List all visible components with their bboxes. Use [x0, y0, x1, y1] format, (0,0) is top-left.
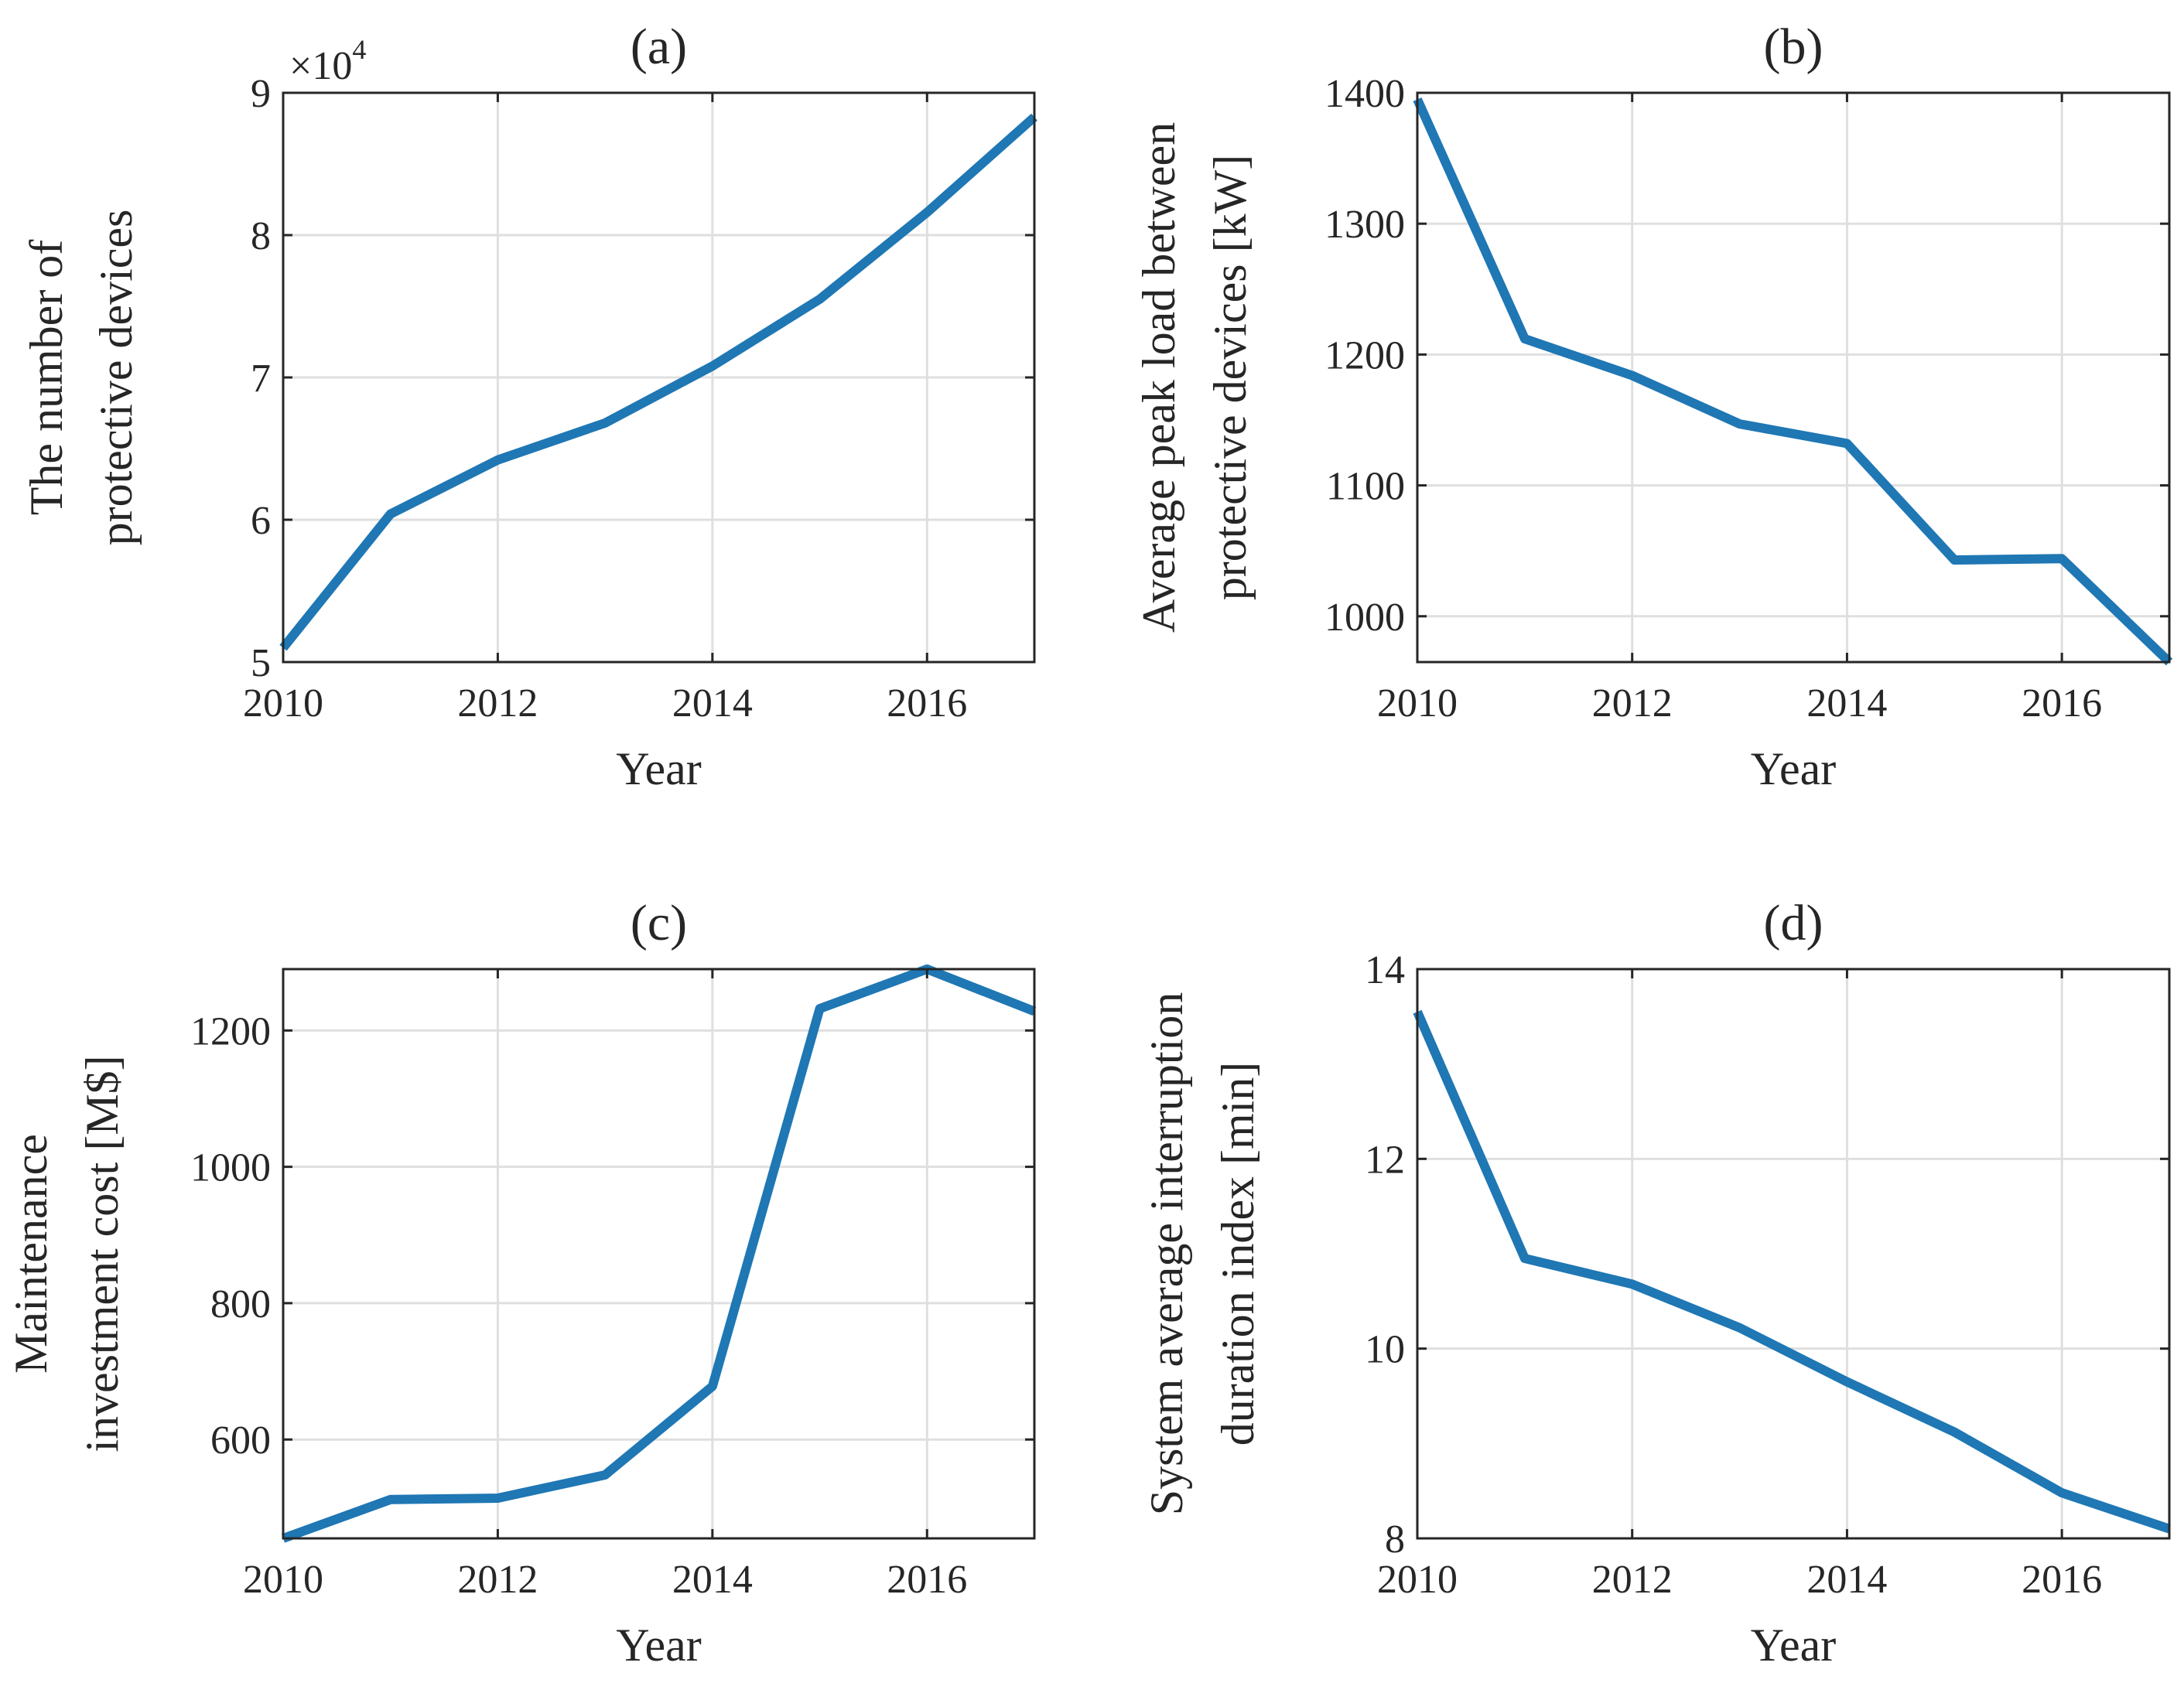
x-tick-label: 2010 — [1377, 1558, 1458, 1602]
series-line — [1413, 1009, 2171, 1534]
x-tick-label: 2016 — [887, 681, 967, 725]
y-axis-label-line: Average peak load between — [1133, 122, 1184, 633]
y-tick-label: 800 — [210, 1282, 271, 1326]
y-axis-label-line: The number of — [21, 240, 72, 516]
y-tick-label: 14 — [1365, 948, 1405, 992]
axes-frame — [282, 968, 1036, 1540]
x-tick-label: 2014 — [1806, 681, 1887, 725]
y-tick-label: 1300 — [1324, 203, 1405, 247]
y-tick-label: 1100 — [1326, 465, 1405, 509]
y-tick-label: 1000 — [190, 1146, 271, 1190]
chart-title: (c) — [631, 895, 687, 951]
x-tick-label: 2014 — [672, 681, 753, 725]
y-axis-label-line: investment cost [M$] — [77, 1055, 128, 1452]
x-tick-label: 2016 — [2022, 1558, 2102, 1602]
x-tick-label: 2014 — [1806, 1558, 1887, 1602]
y-tick-label: 1200 — [190, 1009, 271, 1053]
y-tick-label: 6 — [251, 499, 271, 543]
panel-a: 2010 2012 2014 2016 5 6 7 8 9 (a) Year The number o… — [21, 19, 1037, 794]
x-tick-label: 2010 — [1377, 681, 1458, 725]
series-line — [279, 113, 1037, 651]
x-tick-label: 2010 — [243, 1558, 323, 1602]
y-tick-label: 600 — [210, 1418, 271, 1463]
x-tick-label: 2016 — [887, 1558, 967, 1602]
y-tick-label: 9 — [251, 72, 271, 116]
x-axis-label: Year — [616, 743, 702, 794]
series-line — [1413, 97, 2173, 666]
y-axis-exponent: ×104 — [289, 34, 366, 88]
x-axis-label: Year — [1751, 1620, 1837, 1671]
chart-title: (d) — [1764, 895, 1823, 951]
x-axis-label: Year — [1751, 743, 1837, 794]
y-tick-label: 1400 — [1324, 72, 1405, 116]
x-axis-label: Year — [616, 1620, 702, 1671]
panel-b: 2010 2012 2014 2016 1000 1100 1200 1300 1400 (b) Y… — [1133, 19, 2173, 794]
y-axis-label-line: protective devices [kW] — [1205, 155, 1256, 600]
series-line — [281, 964, 1037, 1543]
x-tick-label: 2010 — [243, 681, 323, 725]
y-tick-label: 10 — [1365, 1328, 1405, 1372]
panel-c: 2010 2012 2014 2016 600 800 1000 1200 (c) Year Mai… — [5, 895, 1037, 1671]
y-tick-label: 1000 — [1324, 596, 1405, 640]
x-tick-label: 2012 — [1592, 1558, 1673, 1602]
y-tick-label: 7 — [251, 357, 271, 401]
x-tick-label: 2016 — [2022, 681, 2102, 725]
chart-title: (b) — [1764, 19, 1823, 75]
y-tick-label: 5 — [251, 641, 271, 685]
y-tick-label: 1200 — [1324, 333, 1405, 377]
y-tick-label: 12 — [1365, 1138, 1405, 1182]
x-tick-label: 2012 — [1592, 681, 1673, 725]
x-tick-label: 2014 — [672, 1558, 753, 1602]
y-axis-label-line: duration index [min] — [1212, 1062, 1263, 1446]
axes-frame — [1416, 968, 2171, 1540]
y-axis-label-line: protective devices — [91, 210, 142, 546]
axes-frame — [1416, 91, 2171, 664]
x-tick-label: 2012 — [457, 1558, 538, 1602]
panel-d: 2010 2012 2014 2016 8 10 12 14 (d) Year System ave… — [1141, 895, 2171, 1671]
chart-title: (a) — [631, 19, 687, 75]
y-tick-label: 8 — [1385, 1517, 1405, 1562]
y-axis-label-line: Maintenance — [5, 1134, 56, 1374]
x-tick-label: 2012 — [457, 681, 538, 725]
y-axis-label-line: System average interruption — [1141, 992, 1192, 1515]
y-tick-label: 8 — [251, 214, 271, 258]
